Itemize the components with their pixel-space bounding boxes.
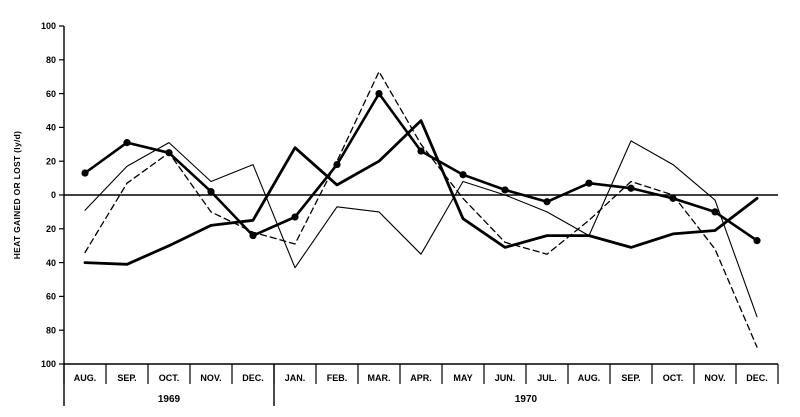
x-tick-label: DEC. [746, 373, 768, 383]
y-axis-title: HEAT GAINED OR LOST (ly/d) [12, 131, 22, 260]
data-point [753, 237, 761, 245]
x-tick-label: OCT. [159, 373, 180, 383]
data-point [501, 186, 509, 194]
x-axis: AUG. SEP. OCT. NOV. DEC. JAN. FEB. MAR. APR. MAY J… [63, 194, 779, 406]
data-point [627, 184, 635, 192]
y-tick-label: 60 [46, 89, 56, 99]
x-tick-label: SEP. [117, 373, 136, 383]
data-point [123, 139, 131, 147]
year-label: 1969 [158, 394, 181, 405]
x-tick-label: AUG. [74, 373, 97, 383]
x-tick-label: OCT. [663, 373, 684, 383]
y-tick-label: 40 [46, 258, 56, 268]
data-point [417, 147, 425, 155]
y-tick-label: 100 [41, 359, 56, 369]
y-tick-label: 60 [46, 292, 56, 302]
data-point [333, 160, 341, 169]
series-line-thick-dots [83, 92, 759, 242]
x-tick-label: JUL. [537, 373, 557, 383]
x-tick-label: JUN. [495, 373, 516, 383]
y-tick-label: 40 [46, 123, 56, 133]
y-tick-label: 20 [46, 224, 56, 234]
y-tick-label: 0 [51, 190, 56, 200]
x-tick-label: SEP. [621, 373, 640, 383]
y-tick-label: 80 [46, 55, 56, 65]
data-point [207, 188, 215, 196]
y-tick-label: 20 [46, 156, 56, 166]
data-point [291, 213, 299, 221]
x-tick-label: JAN. [285, 373, 306, 383]
data-point [459, 171, 467, 179]
data-point [375, 90, 383, 98]
y-axis: 100 80 60 40 20 0 20 40 60 80 100 [41, 21, 65, 406]
x-tick-label: APR. [410, 373, 432, 383]
data-point [543, 198, 551, 206]
y-tick-label: 100 [41, 21, 56, 31]
year-label: 1970 [515, 394, 538, 405]
series-lines [81, 70, 761, 348]
series-line-thick [83, 119, 759, 266]
x-tick-label: MAY [453, 373, 472, 383]
x-tick-label: DEC. [242, 373, 264, 383]
x-tick-label: NOV. [704, 373, 725, 383]
data-point [81, 169, 89, 177]
data-point [711, 208, 719, 216]
data-point [585, 179, 593, 187]
series-line-dashed [84, 70, 758, 348]
y-tick-label: 80 [46, 325, 56, 335]
x-tick-label: MAR. [368, 373, 391, 383]
x-tick-label: AUG. [578, 373, 601, 383]
x-tick-label: NOV. [200, 373, 221, 383]
x-tick-label: FEB. [327, 373, 348, 383]
data-point [249, 231, 257, 240]
series-line-thin [84, 140, 758, 318]
